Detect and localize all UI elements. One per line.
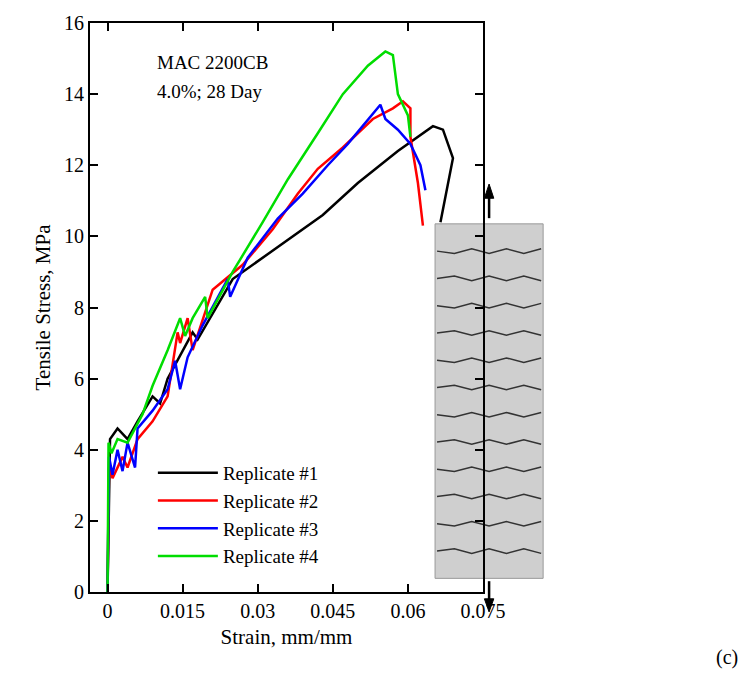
svg-text:0.015: 0.015 — [160, 600, 205, 622]
svg-text:12: 12 — [64, 154, 84, 176]
svg-text:8: 8 — [74, 297, 84, 319]
svg-text:0.03: 0.03 — [240, 600, 275, 622]
svg-text:4.0%; 28 Day: 4.0%; 28 Day — [157, 81, 263, 102]
svg-text:Strain, mm/mm: Strain, mm/mm — [221, 625, 353, 649]
svg-text:10: 10 — [64, 225, 84, 247]
svg-text:0.06: 0.06 — [390, 600, 425, 622]
svg-text:0: 0 — [103, 600, 113, 622]
svg-text:(c): (c) — [716, 646, 738, 669]
svg-text:0.075: 0.075 — [461, 600, 506, 622]
svg-text:Replicate #2: Replicate #2 — [223, 491, 319, 512]
svg-text:0: 0 — [74, 581, 84, 603]
svg-text:4: 4 — [74, 439, 84, 461]
svg-text:2: 2 — [74, 510, 84, 532]
svg-text:16: 16 — [64, 12, 84, 34]
svg-text:Tensile Stress, MPa: Tensile Stress, MPa — [31, 224, 55, 391]
svg-text:6: 6 — [74, 368, 84, 390]
svg-text:14: 14 — [64, 83, 84, 105]
svg-text:Replicate #4: Replicate #4 — [223, 546, 319, 567]
svg-text:MAC 2200CB: MAC 2200CB — [157, 52, 268, 73]
svg-text:Replicate #3: Replicate #3 — [223, 519, 319, 540]
svg-text:Replicate #1: Replicate #1 — [223, 463, 319, 484]
svg-text:0.045: 0.045 — [310, 600, 355, 622]
